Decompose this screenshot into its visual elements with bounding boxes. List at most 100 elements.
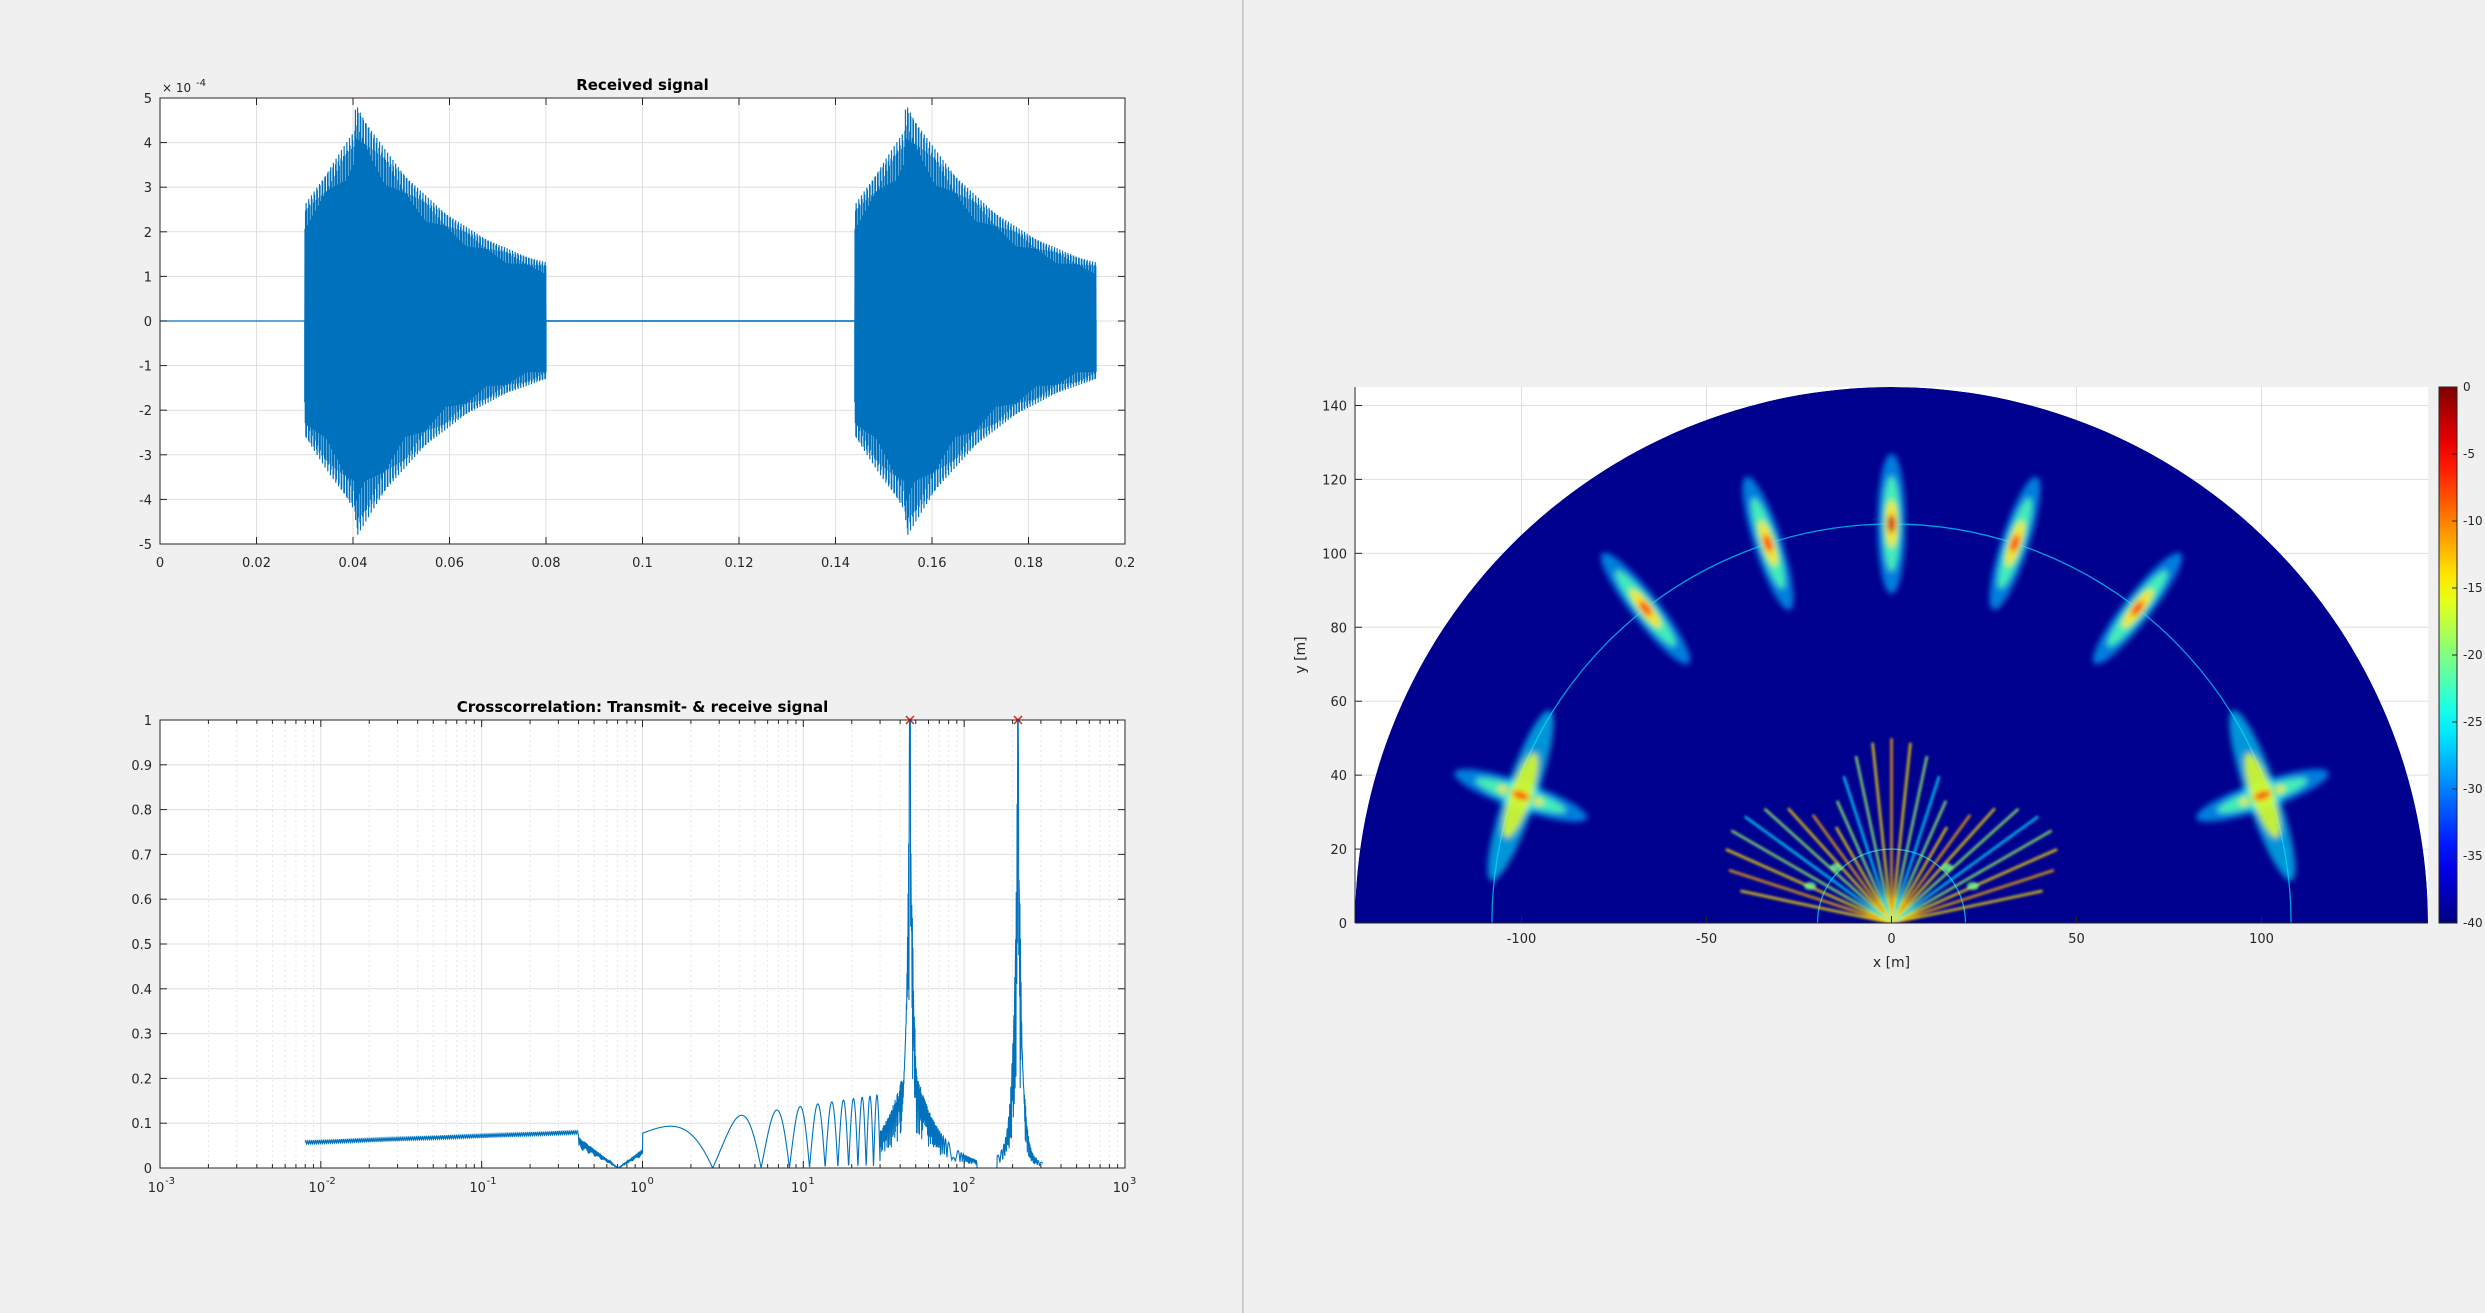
x-tick-label: 10: [148, 1181, 165, 1196]
x-tick-label: 0.14: [821, 556, 850, 571]
y-axis-label: y [m]: [1293, 636, 1309, 673]
colorbar-tick-label: -5: [2463, 447, 2475, 461]
chart-title: Crosscorrelation: Transmit- & receive si…: [457, 698, 829, 716]
y-tick-label: -3: [139, 449, 152, 464]
fan-beam: [1834, 826, 1893, 923]
target-shape: [2093, 552, 2183, 665]
target-shape: [1454, 710, 1588, 881]
left-figure-panel: 0 0.02 0.04 0.06 0.08 0.1 0.12 0.14 0.16 0.18 0.2 5…: [0, 0, 1242, 1313]
fan-spot: [1830, 863, 1842, 872]
fan-beam: [1744, 815, 1893, 923]
y-tick-label: 0.8: [131, 804, 152, 819]
heatmap-layer: [1355, 387, 2428, 923]
y-tick-label: 3: [144, 181, 152, 196]
target-echo: [1989, 476, 2041, 611]
x-tick-label: 0.2: [1115, 556, 1136, 571]
x-tick-label: 0: [156, 556, 164, 571]
fan-beam: [1842, 775, 1893, 923]
target-echo: [1877, 453, 1906, 594]
right-figure-panel: 0 -5 -10 -15 -20 -25 -30 -35 -40 -100 -50 0 50 100 140…: [1244, 0, 2485, 1313]
x-tick-label: 0.1: [632, 556, 653, 571]
x-tick-exponent: 0: [648, 1176, 654, 1187]
target-shape: [1989, 476, 2041, 611]
x-tick-label: 10: [952, 1181, 969, 1196]
target-echo: [1742, 476, 1794, 611]
target-echo: [2195, 710, 2329, 881]
x-axis-label: x [m]: [1873, 955, 1910, 971]
y-tick-label: 0.6: [131, 893, 152, 908]
fan-beam: [1728, 869, 1892, 923]
y-tick-label: -1: [139, 360, 152, 375]
heatmap-background: [1355, 387, 2428, 923]
x-tick-exponent: 2: [969, 1176, 975, 1187]
fan-beam: [1811, 814, 1893, 923]
y-tick-label: 80: [1330, 621, 1347, 636]
y-tick-label: 0.4: [131, 983, 152, 998]
fan-beam: [1890, 829, 2053, 923]
fan-spot: [1941, 863, 1953, 872]
y-tick-label: 40: [1330, 769, 1347, 784]
x-tick-exponent: 1: [808, 1176, 814, 1187]
x-tick-label: 10: [630, 1181, 647, 1196]
y-tick-label: 0: [144, 315, 152, 330]
x-tick-label: 10: [791, 1181, 808, 1196]
y-exponent-label: × 10: [162, 81, 191, 95]
y-tick-label: 120: [1322, 473, 1347, 488]
target-peak: [2010, 534, 2020, 552]
target-echo: [2093, 552, 2183, 665]
target-peak: [1639, 600, 1652, 616]
crosscorrelation-chart: 10 -3 10 -2 10 -1 10 0 10 1 10 2 10 310.90.80.70.60.5…: [131, 698, 1136, 1196]
y-tick-label: 20: [1330, 843, 1347, 858]
fan-beam: [1890, 800, 1948, 923]
target-peak: [2131, 600, 2144, 616]
x-tick-label: 50: [2068, 932, 2085, 947]
y-tick-label: 60: [1330, 695, 1347, 710]
x-tick-label: 0.12: [725, 556, 754, 571]
target-echo: [1454, 710, 1588, 881]
y-tick-label: 0: [144, 1162, 152, 1177]
y-tick-label: -5: [139, 538, 152, 553]
x-tick-label: 0.18: [1014, 556, 1043, 571]
colorbar-tick-label: -10: [2463, 514, 2483, 528]
x-tick-label: 0.08: [532, 556, 561, 571]
fan-beam: [1890, 815, 2039, 923]
panel-divider[interactable]: [1242, 0, 1245, 1313]
fan-beam: [1871, 742, 1893, 923]
y-tick-label: 1: [144, 270, 152, 285]
fan-beam: [1763, 807, 1893, 923]
y-tick-label: 0.9: [131, 759, 152, 774]
target-peak: [1887, 514, 1896, 533]
x-tick-label: -100: [1507, 932, 1537, 947]
fan-spot: [1804, 882, 1817, 891]
colorbar-tick-label: -35: [2463, 849, 2483, 863]
x-tick-label: 0.02: [242, 556, 271, 571]
y-exponent-value: -4: [196, 78, 206, 89]
colorbar-tick-label: 0: [2463, 380, 2471, 394]
chart-title: Received signal: [576, 76, 709, 94]
fan-beam: [1890, 742, 1912, 923]
x-tick-label: 0: [1887, 932, 1895, 947]
x-tick-label: 0.16: [918, 556, 947, 571]
target-shape: [1742, 476, 1794, 611]
y-tick-label: 0.7: [131, 848, 152, 863]
x-tick-label: 10: [309, 1181, 326, 1196]
target-peak: [1763, 534, 1773, 552]
target-shape: [1600, 552, 1690, 665]
received-signal-chart: 0 0.02 0.04 0.06 0.08 0.1 0.12 0.14 0.16 0.18 0.2 5…: [139, 76, 1135, 571]
x-tick-label: 10: [469, 1181, 486, 1196]
y-tick-label: 100: [1322, 547, 1347, 562]
y-tick-label: 0.3: [131, 1028, 152, 1043]
fan-beam: [1835, 800, 1893, 923]
y-tick-label: 140: [1322, 399, 1347, 414]
x-tick-exponent: -2: [326, 1176, 336, 1187]
fan-spot: [1966, 882, 1979, 891]
y-tick-label: 2: [144, 226, 152, 241]
x-tick-exponent: -1: [487, 1176, 497, 1187]
sonar-heatmap-chart: 0 -5 -10 -15 -20 -25 -30 -35 -40 -100 -50 0 50 100 140…: [1293, 380, 2483, 971]
y-tick-label: -4: [139, 493, 152, 508]
target-peak: [2253, 790, 2271, 801]
fan-beam: [1730, 829, 1893, 923]
y-tick-label: 0.2: [131, 1072, 152, 1087]
colorbar-tick-label: -40: [2463, 916, 2483, 930]
